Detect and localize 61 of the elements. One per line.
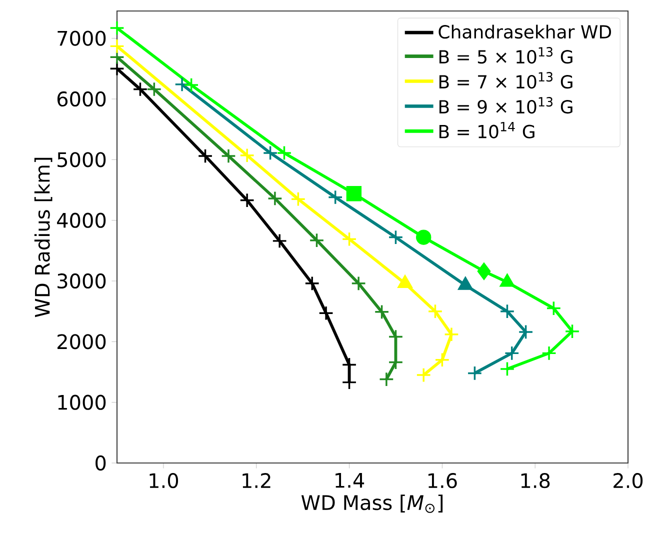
- point: [346, 186, 362, 202]
- x-tick-label: 1.2: [242, 473, 270, 488]
- point: [564, 324, 580, 339]
- legend-label: B = 9 × 10$^{13}$ G: [439, 97, 572, 114]
- y-tick-label: 5000: [58, 152, 106, 168]
- point: [109, 61, 125, 76]
- point: [220, 148, 236, 164]
- point: [342, 232, 357, 247]
- point: [184, 77, 199, 93]
- legend-label: B = 5 × 10$^{13}$ G: [439, 47, 572, 64]
- point: [467, 366, 482, 381]
- y-tick-label: 2000: [58, 334, 106, 350]
- x-tick-label: 1.8: [521, 473, 550, 488]
- point: [434, 352, 450, 368]
- point: [500, 361, 515, 376]
- point: [304, 276, 320, 291]
- point: [276, 145, 292, 161]
- point: [504, 346, 520, 361]
- x-tick-label: 1.4: [336, 473, 364, 488]
- point: [198, 148, 213, 164]
- point: [546, 300, 562, 316]
- point: [309, 232, 324, 248]
- point: [416, 367, 432, 383]
- point: [109, 20, 125, 36]
- point: [444, 326, 460, 342]
- point: [290, 192, 306, 207]
- point: [240, 192, 255, 208]
- point: [240, 148, 255, 163]
- point: [518, 324, 534, 340]
- x-tick-label: 2.0: [614, 473, 643, 488]
- point: [428, 304, 443, 319]
- x-axis-title: WD Mass [M$_{⊙}$]: [301, 494, 443, 513]
- point: [416, 230, 432, 245]
- y-tick-label: 7000: [58, 30, 106, 46]
- point: [378, 372, 394, 387]
- y-tick-label: 6000: [57, 91, 106, 107]
- point: [500, 304, 515, 319]
- point: [477, 262, 491, 280]
- x-tick-label: 1.0: [150, 473, 178, 488]
- y-tick-label: 4000: [57, 212, 106, 228]
- legend-label: B = 10$^{14}$ G: [439, 122, 534, 138]
- point: [132, 82, 148, 97]
- point: [374, 304, 390, 320]
- point: [262, 145, 278, 161]
- point: [174, 76, 190, 92]
- point: [388, 230, 404, 245]
- y-tick-label: 0: [96, 455, 106, 471]
- y-tick-label: 3000: [58, 273, 106, 289]
- y-tick-label: 1000: [58, 394, 106, 410]
- point: [328, 190, 343, 205]
- legend-label: B = 7 × 10$^{13}$ G: [439, 72, 572, 89]
- point: [351, 276, 366, 291]
- y-axis-title: WD Radius [km]: [34, 158, 52, 318]
- point: [318, 306, 334, 321]
- point: [272, 233, 288, 248]
- legend-label: Chandrasekhar WD: [438, 24, 612, 39]
- point: [109, 38, 125, 54]
- point: [541, 346, 557, 361]
- point: [267, 190, 282, 206]
- x-tick-label: 1.6: [428, 473, 457, 488]
- point: [146, 82, 162, 97]
